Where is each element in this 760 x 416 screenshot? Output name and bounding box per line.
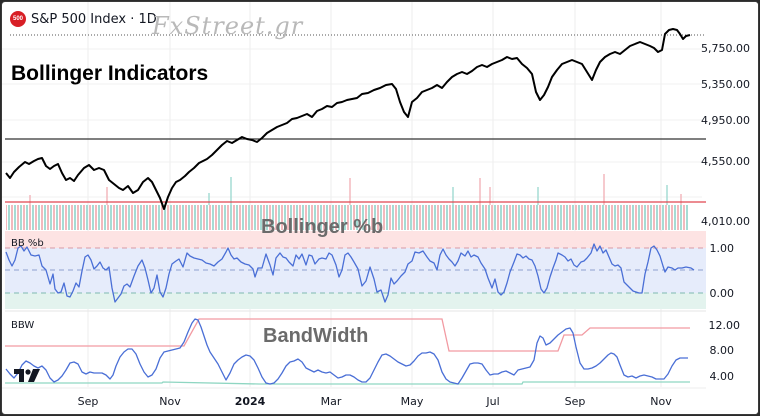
bbw-tick: 12.00 <box>708 319 741 332</box>
highest-expansion-line <box>5 318 690 352</box>
bbpb-tick: 0.00 <box>709 287 735 300</box>
tradingview-logo-icon[interactable] <box>14 369 40 382</box>
bbpb-pane <box>5 231 706 309</box>
symbol-logo-icon: 500 <box>10 11 26 27</box>
price-tick: 5,750.00 <box>701 42 750 55</box>
symbol-header[interactable]: 500 S&P 500 Index · 1D <box>10 11 157 27</box>
time-tick: Sep <box>564 395 586 408</box>
bbw-tick: 8.00 <box>709 344 735 357</box>
time-tick: 2024 <box>234 395 266 408</box>
bbw-pane <box>5 318 690 385</box>
volume-spikes <box>29 174 682 205</box>
vertical-gridlines <box>87 2 662 387</box>
overbought-zone <box>5 231 706 248</box>
time-tick: Sep <box>77 395 99 408</box>
price-axis-bg[interactable] <box>706 2 758 414</box>
main-title: Bollinger Indicators <box>11 62 209 85</box>
bbw-indicator-label[interactable]: BBW <box>11 320 35 331</box>
time-tick: May <box>400 395 424 408</box>
bbpb-line[interactable] <box>5 243 695 303</box>
time-tick: Jul <box>486 395 500 408</box>
bbpb-overlay-title: Bollinger %b <box>261 216 384 238</box>
bbw-tick: 4.00 <box>709 370 735 383</box>
price-tick: 5,350.00 <box>701 78 750 91</box>
bbpb-tick: 1.00 <box>709 242 735 255</box>
volume-bars <box>6 205 688 230</box>
oversold-zone <box>5 293 706 309</box>
watermark: FxStreet.gr <box>152 12 304 40</box>
bbpb-indicator-label[interactable]: BB %b <box>11 238 44 249</box>
horizontal-gridlines <box>2 48 702 198</box>
price-tick: 4,010.00 <box>701 215 750 228</box>
time-tick: Mar <box>320 395 342 408</box>
lowest-contraction-line <box>5 381 690 385</box>
symbol-title[interactable]: S&P 500 Index · 1D <box>31 11 157 27</box>
time-tick: Nov <box>650 395 672 408</box>
price-tick: 4,550.00 <box>701 155 750 168</box>
price-line[interactable] <box>5 28 691 210</box>
bbw-line[interactable] <box>5 318 688 385</box>
price-tick: 4,950.00 <box>701 114 750 127</box>
time-tick: Nov <box>159 395 181 408</box>
bbw-overlay-title: BandWidth <box>263 325 369 347</box>
